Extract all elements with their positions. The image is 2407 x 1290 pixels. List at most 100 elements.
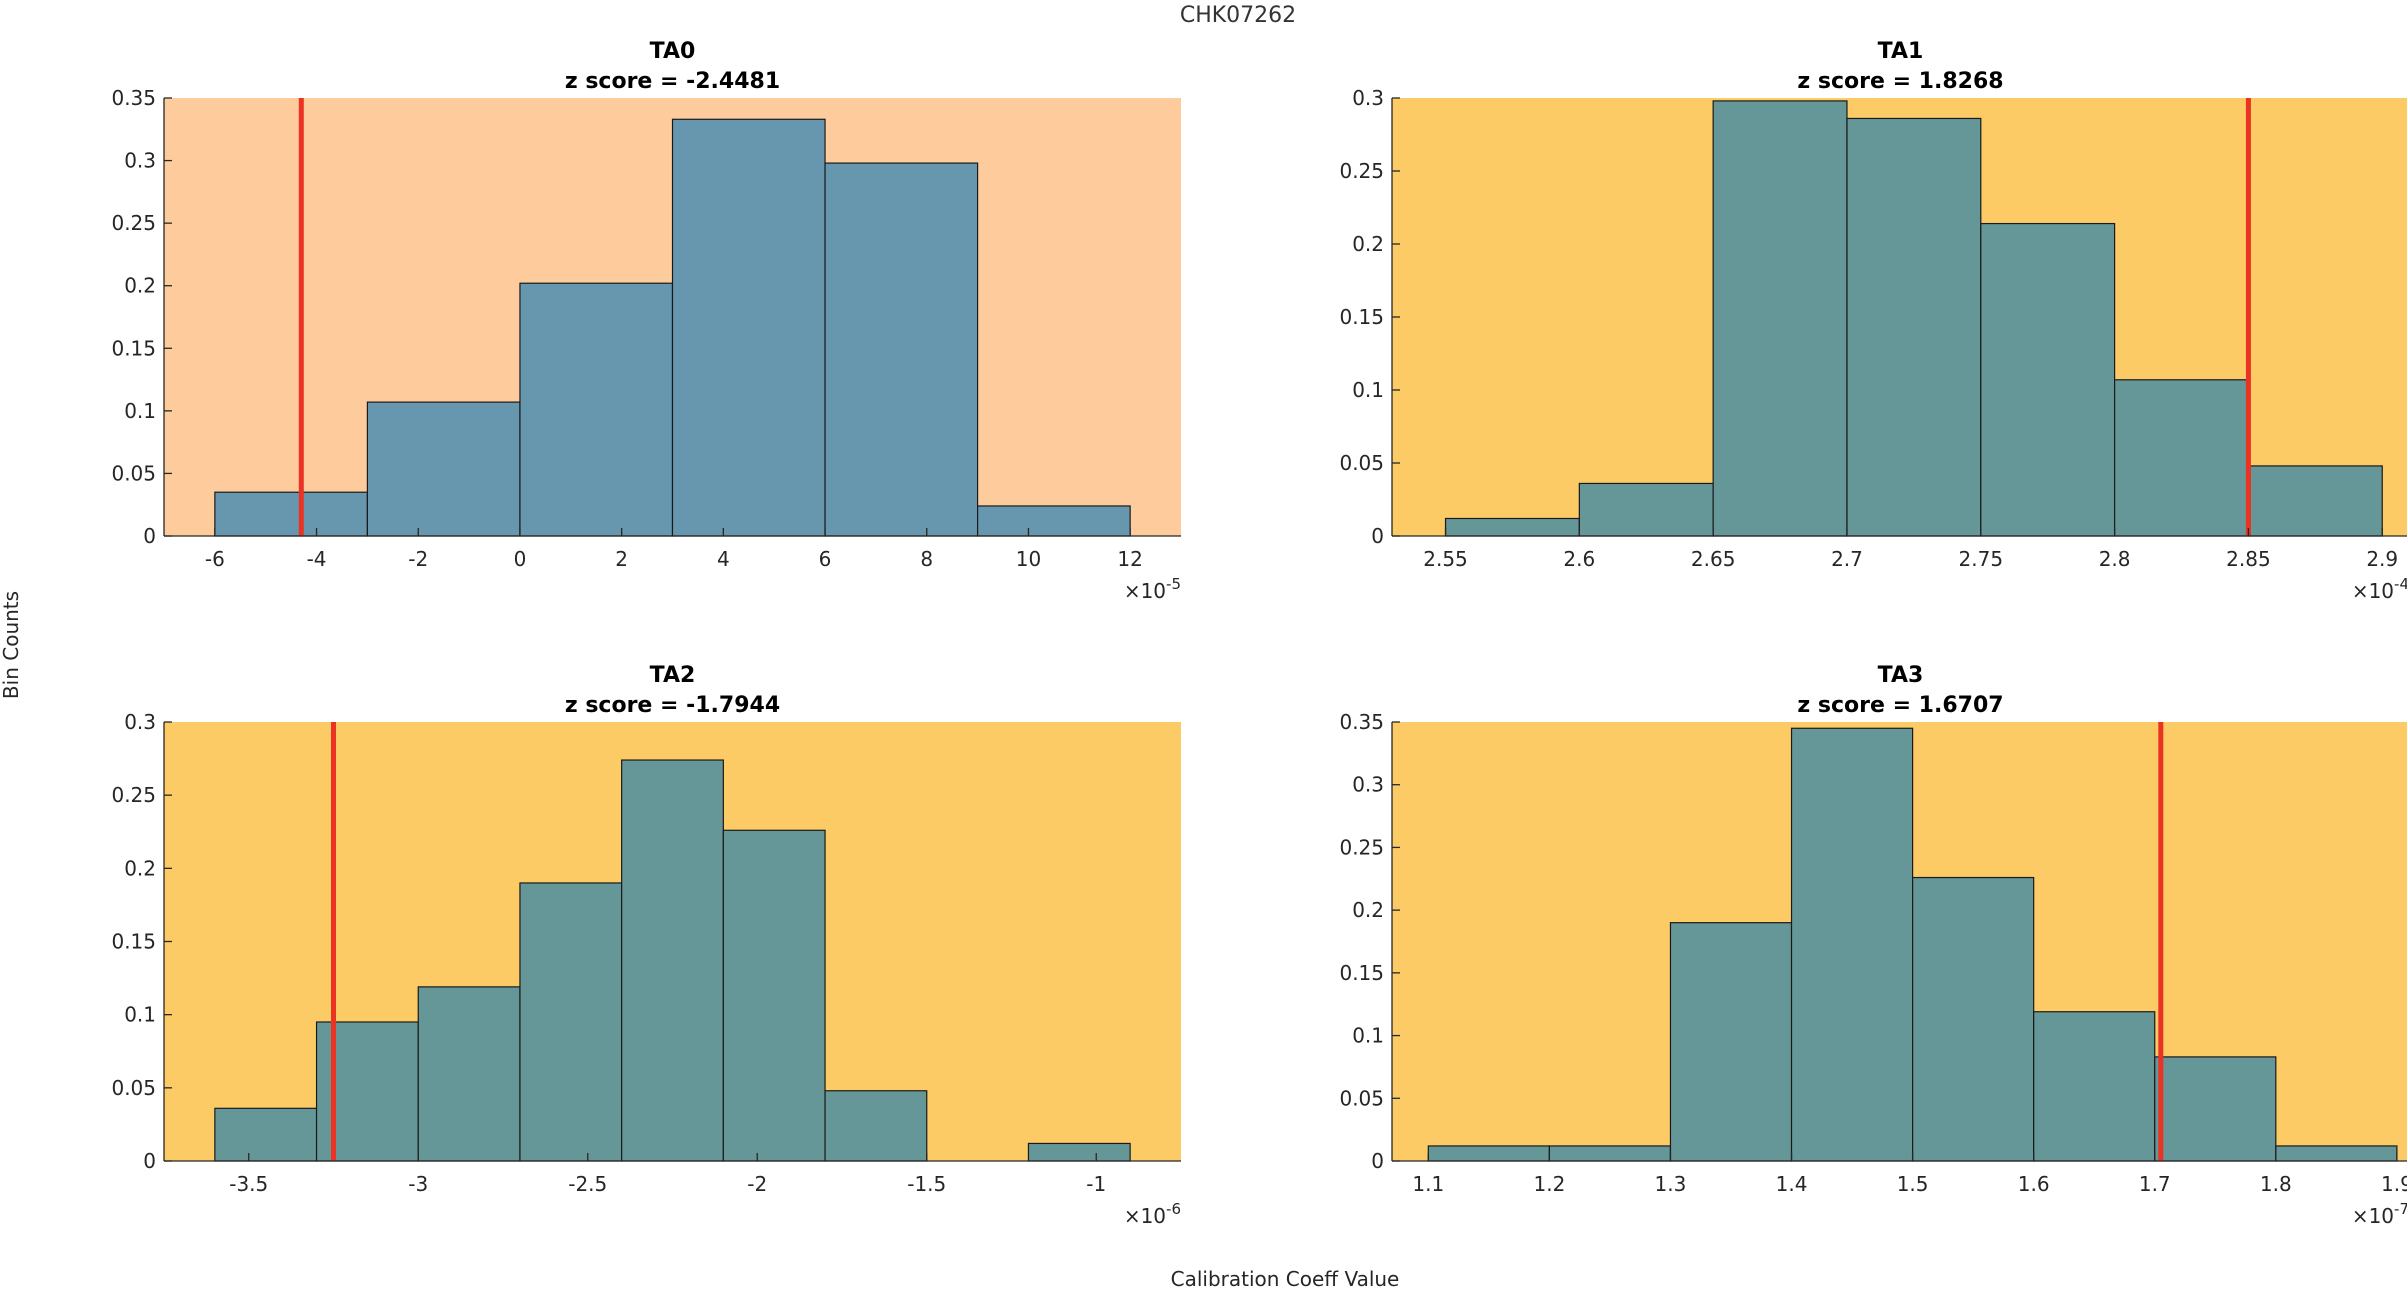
y-tick-label: 0.3 — [124, 149, 156, 173]
x-tick-label: 0 — [514, 547, 527, 571]
histogram-bar — [1790, 727, 1914, 1162]
x-tick-label: 1.7 — [2139, 1172, 2171, 1196]
x-tick-label: 2.7 — [1831, 547, 1863, 571]
y-tick-label: 0.25 — [1339, 159, 1384, 183]
y-tick-label: 0.05 — [1339, 1086, 1384, 1110]
histogram-bar — [214, 1107, 318, 1162]
x-tick-label: 1.9 — [2381, 1172, 2407, 1196]
subplot-ta2: -3.5 -3 -2.5 -2 -1.5 -1 0 0.05 0.1 0.15 0.2 0.25 0.3… — [111, 663, 1181, 1228]
histogram-bar — [2114, 379, 2250, 537]
histogram-bar — [1669, 922, 1793, 1162]
histogram-bar — [824, 1090, 928, 1162]
y-tick-label: 0.3 — [124, 710, 156, 734]
x-tick-label: 6 — [819, 547, 832, 571]
y-tick-label: 0.25 — [111, 783, 156, 807]
histogram-bar — [1578, 482, 1714, 537]
histogram-bar — [824, 162, 979, 537]
subplot-ta1: 2.55 2.6 2.65 2.7 2.75 2.8 2.85 2.9 0 0.05 0.1 0.15… — [1339, 39, 2407, 603]
x-tick-label: 1.2 — [1533, 1172, 1565, 1196]
histogram-bar — [1548, 1145, 1672, 1162]
x-tick-label: -4 — [307, 547, 327, 571]
y-tick-label: 0.15 — [111, 336, 156, 360]
x-tick-label: -2.5 — [568, 1172, 607, 1196]
y-tick-label: 0.2 — [1352, 898, 1384, 922]
subplot-grid: -6 -4 -2 0 2 4 6 8 10 12 0 0.05 0.1 0.15 0.2 0.25 0.3 0.3… — [111, 39, 2407, 1228]
y-tick-label: 0.2 — [124, 274, 156, 298]
subplot-subtitle: z score = -1.7944 — [565, 693, 780, 718]
y-tick-label: 0 — [143, 1149, 156, 1173]
y-tick-label: 0.1 — [1352, 378, 1384, 402]
x-exponent-label: ×10-5 — [1124, 575, 1181, 603]
histogram-bar — [417, 986, 521, 1162]
histogram-bar — [1712, 100, 1848, 537]
histogram-bar — [671, 118, 826, 537]
x-tick-label: -3.5 — [229, 1172, 268, 1196]
y-tick-label: 0.3 — [1352, 86, 1384, 110]
histogram-bar — [1912, 876, 2035, 1162]
x-tick-label: 1.6 — [2018, 1172, 2050, 1196]
y-tick-label: 0.35 — [1339, 710, 1384, 734]
subplot-title: TA3 — [1878, 663, 1924, 688]
x-tick-label: 1.8 — [2260, 1172, 2292, 1196]
subplot-ta0: -6 -4 -2 0 2 4 6 8 10 12 0 0.05 0.1 0.15 0.2 0.25 0.3 0.3… — [111, 39, 1181, 603]
x-tick-label: 1.5 — [1897, 1172, 1929, 1196]
histogram-bar — [2247, 465, 2383, 537]
histogram-bar — [519, 282, 674, 537]
histogram-bar — [722, 829, 826, 1162]
figure-title: CHK07262 — [1180, 3, 1296, 28]
x-tick-label: -2 — [408, 547, 428, 571]
y-tick-label: 0.05 — [111, 1076, 156, 1100]
y-tick-label: 0.2 — [124, 856, 156, 880]
y-tick-label: 0.1 — [124, 1003, 156, 1027]
x-tick-label: 2.75 — [1959, 547, 2004, 571]
x-tick-label: 2.6 — [1563, 547, 1595, 571]
y-tick-label: 0 — [143, 524, 156, 548]
x-tick-label: -1 — [1086, 1172, 1106, 1196]
x-tick-label: 12 — [1117, 547, 1142, 571]
x-tick-label: -6 — [205, 547, 225, 571]
histogram-bar — [366, 401, 521, 537]
y-tick-label: 0.3 — [1352, 773, 1384, 797]
histogram-bar — [621, 759, 724, 1162]
x-exponent-label: ×10-7 — [2352, 1200, 2407, 1228]
x-tick-label: -3 — [408, 1172, 428, 1196]
subplot-title: TA2 — [650, 663, 696, 688]
subplot-subtitle: z score = -2.4481 — [565, 69, 780, 94]
histogram-bar — [519, 882, 623, 1162]
y-tick-label: 0.2 — [1352, 232, 1384, 256]
y-tick-label: 0.35 — [111, 86, 156, 110]
y-tick-label: 0.25 — [111, 211, 156, 235]
x-tick-label: 2.85 — [2226, 547, 2271, 571]
x-tick-label: 2.55 — [1423, 547, 1468, 571]
x-tick-label: 2.8 — [2099, 547, 2131, 571]
y-tick-label: 0.15 — [111, 930, 156, 954]
histogram-bar — [976, 505, 1131, 537]
histogram-bar — [1980, 222, 2116, 537]
x-tick-label: 2.65 — [1691, 547, 1736, 571]
x-tick-label: 1.3 — [1655, 1172, 1687, 1196]
x-tick-label: -1.5 — [907, 1172, 946, 1196]
histogram-bar — [214, 491, 369, 537]
y-tick-label: 0.25 — [1339, 835, 1384, 859]
subplot-subtitle: z score = 1.8268 — [1797, 69, 2003, 94]
histogram-bar — [1846, 117, 1982, 537]
subplot-title: TA0 — [650, 39, 696, 64]
histogram-bar — [1027, 1142, 1131, 1162]
x-tick-label: 8 — [920, 547, 933, 571]
x-exponent-label: ×10-4 — [2352, 575, 2407, 603]
y-tick-label: 0.1 — [1352, 1024, 1384, 1048]
y-tick-label: 0.15 — [1339, 961, 1384, 985]
histogram-bar — [1427, 1145, 1550, 1162]
y-tick-label: 0.1 — [124, 399, 156, 423]
histogram-bar — [2033, 1011, 2156, 1162]
figure-ylabel: Bin Counts — [0, 591, 23, 699]
x-tick-label: 2.9 — [2366, 547, 2398, 571]
y-tick-label: 0.15 — [1339, 305, 1384, 329]
y-tick-label: 0.05 — [111, 461, 156, 485]
x-tick-label: -2 — [747, 1172, 767, 1196]
subplot-title: TA1 — [1878, 39, 1924, 64]
figure-xlabel: Calibration Coeff Value — [1171, 1267, 1400, 1290]
y-tick-label: 0.05 — [1339, 451, 1384, 475]
x-tick-label: 4 — [717, 547, 730, 571]
